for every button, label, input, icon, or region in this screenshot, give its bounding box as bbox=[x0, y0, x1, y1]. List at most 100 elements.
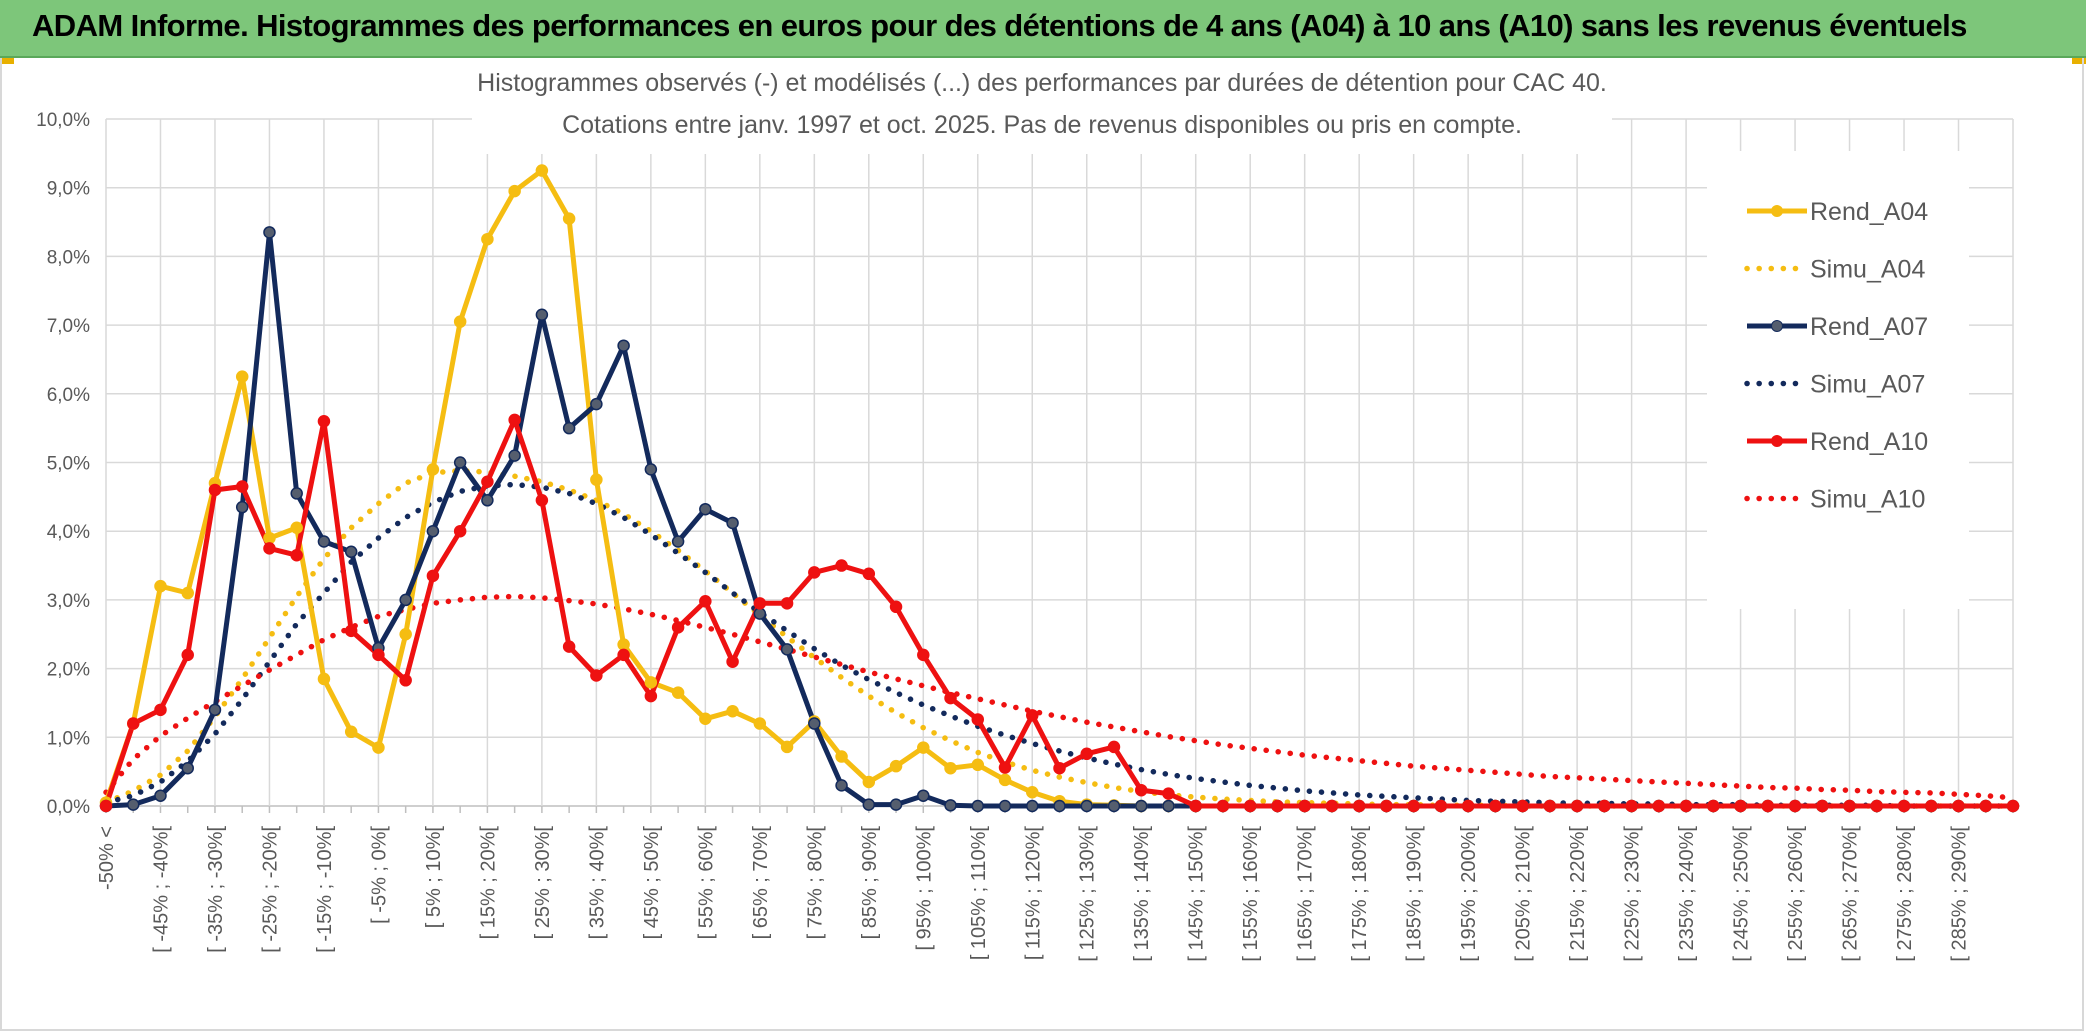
data-point-rend_a10 bbox=[1652, 799, 1666, 813]
data-point-rend_a10 bbox=[317, 415, 331, 428]
data-point-rend_a10 bbox=[1625, 799, 1638, 813]
data-point-rend_a04 bbox=[617, 638, 630, 651]
corner-accent-right bbox=[2072, 58, 2086, 64]
data-point-rend_a07 bbox=[426, 524, 440, 538]
data-point-rend_a07 bbox=[753, 607, 767, 620]
x-tick-label: [ 215% ; 220%[ bbox=[1567, 826, 1589, 962]
data-point-rend_a07 bbox=[535, 308, 549, 322]
data-point-rend_a07 bbox=[181, 761, 194, 775]
data-point-rend_a10 bbox=[1897, 799, 1911, 813]
legend-label-rend_a04: Rend_A04 bbox=[1810, 198, 1928, 226]
data-point-rend_a07 bbox=[889, 798, 903, 811]
data-point-rend_a10 bbox=[1026, 709, 1039, 722]
data-point-rend_a10 bbox=[1925, 799, 1938, 813]
data-point-rend_a07 bbox=[1134, 799, 1148, 813]
data-point-rend_a10 bbox=[1570, 799, 1584, 813]
data-point-rend_a07 bbox=[998, 799, 1012, 813]
data-point-rend_a10 bbox=[590, 669, 603, 682]
data-point-rend_a10 bbox=[835, 559, 848, 572]
data-point-rend_a07 bbox=[1162, 799, 1175, 813]
data-point-rend_a07 bbox=[263, 226, 276, 239]
x-tick-label: [ 85% ; 90%[ bbox=[859, 826, 881, 940]
data-point-rend_a10 bbox=[1243, 799, 1257, 813]
data-point-rend_a10 bbox=[1134, 783, 1148, 797]
x-tick-label: [ 75% ; 80%[ bbox=[804, 826, 826, 940]
data-point-rend_a10 bbox=[1788, 799, 1802, 813]
data-point-rend_a10 bbox=[1489, 799, 1502, 813]
legend-marker-rend_a07 bbox=[1771, 320, 1783, 332]
x-tick-label: [ 155% ; 160%[ bbox=[1240, 826, 1262, 962]
x-tick-label: [ 125% ; 130%[ bbox=[1077, 826, 1099, 962]
data-point-rend_a07 bbox=[1053, 799, 1066, 813]
x-tick-label: [ 95% ; 100%[ bbox=[913, 826, 935, 951]
x-tick-label: [ 265% ; 270%[ bbox=[1840, 826, 1862, 962]
data-point-rend_a10 bbox=[1870, 799, 1884, 813]
data-point-rend_a10 bbox=[1679, 799, 1693, 813]
data-point-rend_a04 bbox=[481, 232, 494, 246]
x-tick-label: [ 145% ; 150%[ bbox=[1186, 826, 1208, 962]
x-tick-label: [ 205% ; 210%[ bbox=[1513, 826, 1535, 962]
data-point-rend_a10 bbox=[862, 567, 876, 581]
legend-box bbox=[1707, 151, 1969, 609]
data-point-rend_a04 bbox=[889, 759, 903, 773]
data-point-rend_a04 bbox=[235, 370, 249, 383]
data-point-rend_a10 bbox=[1707, 799, 1720, 813]
data-point-rend_a04 bbox=[1026, 786, 1039, 799]
y-tick-label: 7,0% bbox=[47, 316, 90, 337]
data-point-rend_a10 bbox=[644, 689, 658, 703]
data-point-rend_a10 bbox=[1598, 799, 1611, 813]
data-point-rend_a04 bbox=[835, 750, 848, 763]
data-point-rend_a10 bbox=[671, 621, 685, 634]
x-tick-label: [ 15% ; 20%[ bbox=[477, 826, 499, 940]
x-tick-label: [ 65% ; 70%[ bbox=[750, 826, 772, 940]
data-point-rend_a10 bbox=[971, 713, 985, 726]
data-point-rend_a04 bbox=[181, 586, 194, 600]
data-point-rend_a07 bbox=[590, 397, 603, 411]
data-point-rend_a10 bbox=[1734, 799, 1747, 813]
data-point-rend_a10 bbox=[508, 413, 521, 427]
data-point-rend_a10 bbox=[1271, 799, 1284, 813]
x-tick-label: [ 45% ; 50%[ bbox=[641, 826, 663, 940]
data-point-rend_a10 bbox=[290, 548, 303, 562]
x-tick-label: [ 225% ; 230%[ bbox=[1622, 826, 1644, 962]
data-point-rend_a04 bbox=[944, 761, 957, 775]
y-tick-label: 5,0% bbox=[47, 454, 90, 475]
chart-title-line2: Cotations entre janv. 1997 et oct. 2025.… bbox=[562, 111, 1522, 139]
x-tick-label: [ 105% ; 110%[ bbox=[968, 826, 990, 961]
data-point-rend_a07 bbox=[1026, 799, 1039, 813]
x-tick-label: [ 275% ; 280%[ bbox=[1894, 826, 1916, 962]
data-point-rend_a10 bbox=[808, 566, 821, 579]
data-point-rend_a04 bbox=[453, 315, 467, 328]
data-point-rend_a10 bbox=[1434, 799, 1448, 813]
data-point-rend_a10 bbox=[1053, 761, 1066, 775]
data-point-rend_a10 bbox=[1516, 799, 1529, 813]
y-tick-label: 8,0% bbox=[47, 247, 90, 268]
data-point-rend_a04 bbox=[426, 463, 440, 476]
corner-accent-left bbox=[0, 58, 14, 64]
chart: 0,0% 1,0% 2,0% 3,0% 4,0% 5,0% 6,0% 7,0% 8,0% 9,0%… bbox=[36, 60, 2020, 962]
data-point-rend_a04 bbox=[372, 741, 385, 754]
data-point-rend_a07 bbox=[1080, 799, 1093, 813]
data-point-rend_a10 bbox=[453, 524, 467, 538]
data-point-rend_a07 bbox=[917, 789, 930, 802]
data-point-rend_a07 bbox=[235, 500, 249, 514]
data-point-rend_a04 bbox=[590, 473, 603, 486]
data-point-rend_a07 bbox=[562, 421, 576, 435]
x-tick-label: -50% < bbox=[96, 826, 118, 890]
data-point-rend_a07 bbox=[617, 339, 630, 352]
y-tick-label: 0,0% bbox=[47, 797, 90, 818]
x-tick-label: [ 5% ; 10%[ bbox=[423, 826, 445, 929]
data-point-rend_a10 bbox=[917, 648, 930, 662]
data-point-rend_a07 bbox=[126, 798, 140, 811]
data-point-rend_a10 bbox=[1189, 799, 1202, 813]
data-point-rend_a07 bbox=[835, 779, 848, 792]
data-point-rend_a07 bbox=[944, 799, 957, 812]
x-tick-label: [ 235% ; 240%[ bbox=[1676, 826, 1698, 962]
data-point-rend_a10 bbox=[344, 624, 358, 638]
data-point-rend_a10 bbox=[1107, 740, 1121, 754]
data-point-rend_a04 bbox=[726, 704, 739, 718]
legend-marker-rend_a10 bbox=[1771, 435, 1783, 447]
x-tick-label: [ 255% ; 260%[ bbox=[1785, 826, 1807, 962]
data-point-rend_a07 bbox=[780, 643, 794, 656]
data-point-rend_a10 bbox=[1380, 799, 1393, 813]
